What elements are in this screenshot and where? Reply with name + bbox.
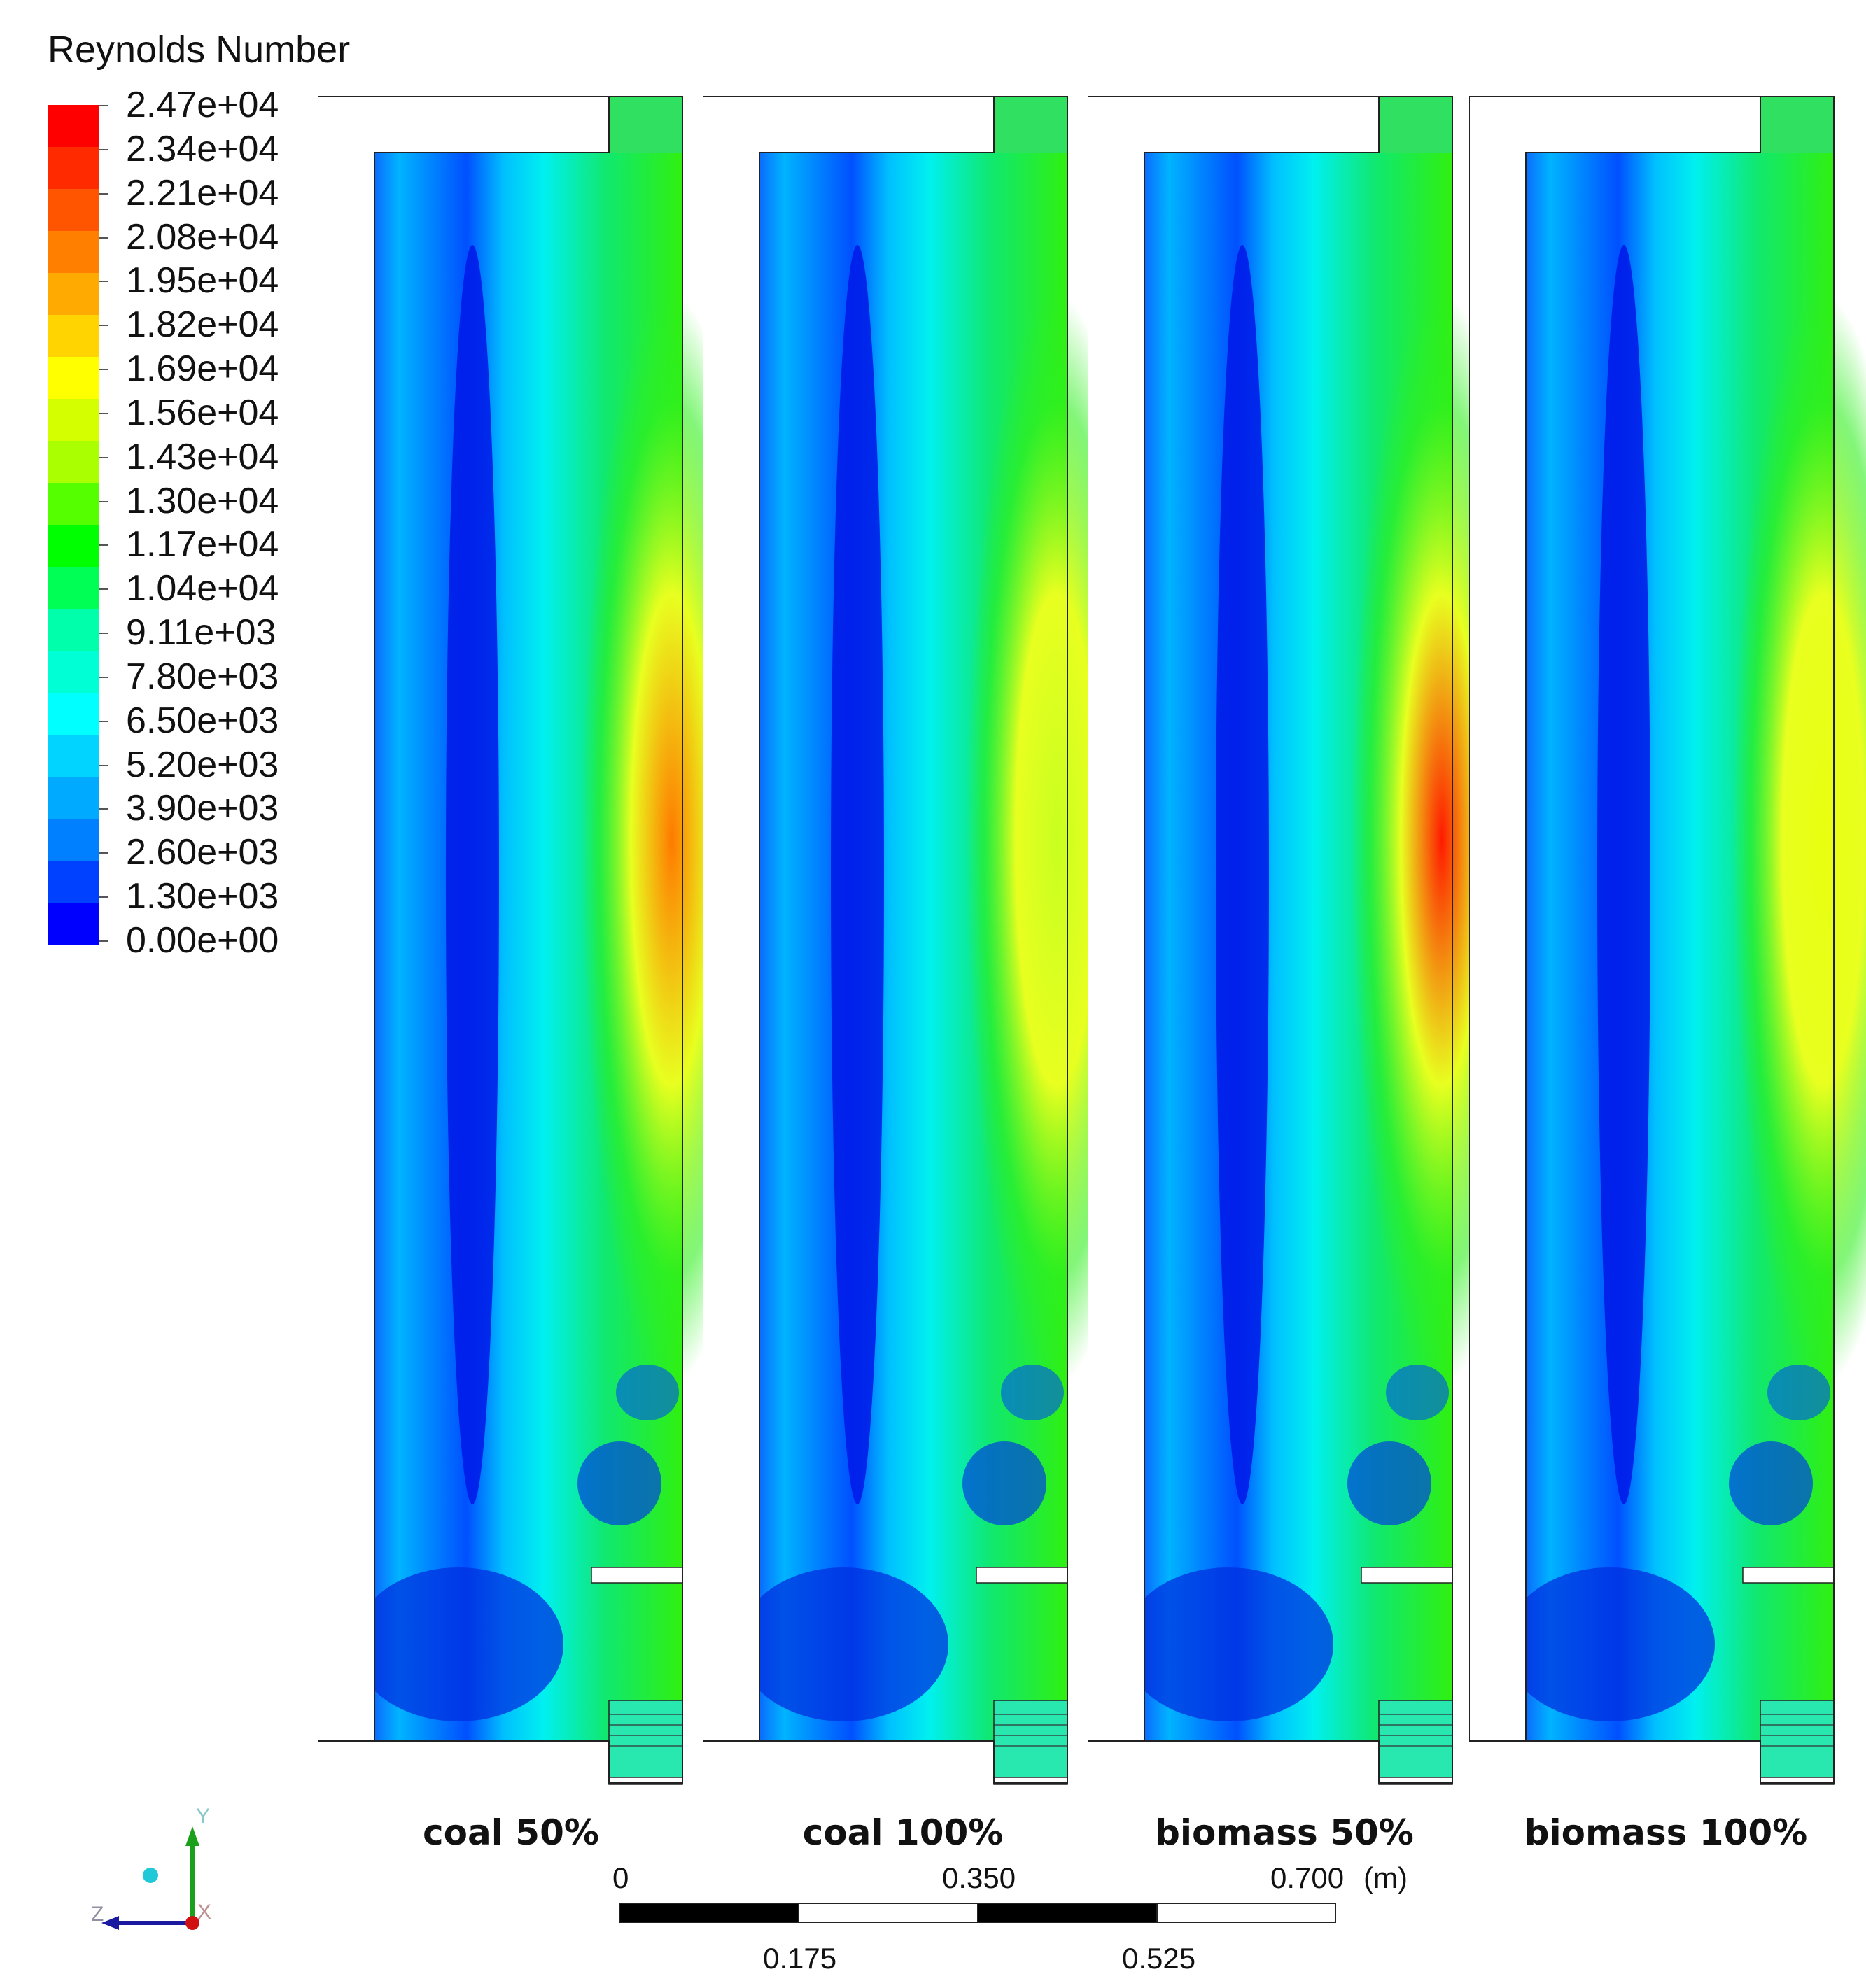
scale-segment-2 bbox=[799, 1903, 978, 1923]
legend-label: 3.90e+03 bbox=[126, 788, 279, 829]
legend-tick bbox=[99, 588, 108, 591]
legend-label: 2.60e+03 bbox=[126, 832, 279, 873]
legend-tick bbox=[99, 412, 108, 414]
legend-title: Reynolds Number bbox=[48, 29, 351, 71]
legend-tick bbox=[99, 896, 108, 898]
legend-color-band bbox=[48, 315, 99, 358]
scale-bar bbox=[619, 1903, 1336, 1924]
legend-tick bbox=[99, 456, 108, 458]
legend-tick bbox=[99, 676, 108, 678]
legend-label: 7.80e+03 bbox=[126, 656, 279, 697]
scale-unit: (m) bbox=[1363, 1861, 1408, 1894]
scale-label-0: 0 bbox=[612, 1861, 629, 1894]
legend-color-band bbox=[48, 399, 99, 442]
legend-label: 1.95e+04 bbox=[126, 260, 279, 302]
legend-label: 2.34e+04 bbox=[126, 128, 279, 169]
legend-color-band bbox=[48, 483, 99, 526]
legend-tick bbox=[99, 237, 108, 239]
legend-color-band bbox=[48, 357, 99, 400]
legend-tick bbox=[99, 369, 108, 371]
legend-tick bbox=[99, 808, 108, 810]
legend-color-band bbox=[48, 903, 99, 945]
legend-label: 6.50e+03 bbox=[126, 700, 279, 741]
scale-label-0175: 0.175 bbox=[763, 1942, 837, 1975]
legend-colorbar bbox=[48, 105, 99, 945]
legend-color-band bbox=[48, 273, 99, 316]
axis-triad-icon: Y Z X bbox=[91, 1805, 211, 1930]
scale-label-0700: 0.700 bbox=[1270, 1861, 1345, 1894]
legend-label: 1.30e+03 bbox=[126, 876, 279, 917]
legend-tick bbox=[99, 192, 108, 195]
legend-label: 0.00e+00 bbox=[126, 920, 279, 961]
legend-label: 1.43e+04 bbox=[126, 436, 279, 477]
legend-label: 1.04e+04 bbox=[126, 568, 279, 609]
legend-label: 1.69e+04 bbox=[126, 348, 279, 390]
scale-segment-3 bbox=[978, 1903, 1157, 1923]
legend-color-band bbox=[48, 189, 99, 232]
legend-color-band bbox=[48, 105, 99, 148]
contour-panel bbox=[1088, 96, 1533, 1785]
contour-panel bbox=[703, 96, 1148, 1785]
legend-color-band bbox=[48, 231, 99, 274]
legend-tick bbox=[99, 720, 108, 722]
axis-y-label: Y bbox=[196, 1805, 210, 1828]
legend-color-band bbox=[48, 525, 99, 568]
legend-color-band bbox=[48, 861, 99, 903]
case-label-coal-100: coal 100% bbox=[802, 1812, 1004, 1853]
legend-color-band bbox=[48, 147, 99, 190]
legend-tick bbox=[99, 544, 108, 547]
legend-label: 1.56e+04 bbox=[126, 392, 279, 433]
legend-label: 5.20e+03 bbox=[126, 744, 279, 785]
case-label-biomass-50: biomass 50% bbox=[1155, 1812, 1414, 1853]
legend-color-band bbox=[48, 651, 99, 693]
legend-tick bbox=[99, 105, 108, 106]
case-label-coal-50: coal 50% bbox=[423, 1812, 599, 1853]
legend-label: 2.47e+04 bbox=[126, 85, 279, 125]
axis-z-label: Z bbox=[91, 1903, 104, 1926]
scale-label-0525: 0.525 bbox=[1122, 1942, 1196, 1975]
legend-color-band bbox=[48, 735, 99, 777]
legend-color-band bbox=[48, 819, 99, 861]
legend-tick bbox=[99, 281, 108, 283]
legend-color-band bbox=[48, 777, 99, 819]
legend-tick bbox=[99, 852, 108, 854]
contour-panel bbox=[318, 96, 763, 1785]
legend-color-band bbox=[48, 441, 99, 484]
legend-label: 2.21e+04 bbox=[126, 172, 279, 213]
legend-tick bbox=[99, 940, 108, 942]
legend-label: 1.17e+04 bbox=[126, 524, 279, 565]
legend-label: 1.82e+04 bbox=[126, 304, 279, 346]
legend-tick bbox=[99, 500, 108, 502]
legend-tick bbox=[99, 148, 108, 150]
legend-label: 1.30e+04 bbox=[126, 480, 279, 521]
legend-label: 9.11e+03 bbox=[126, 612, 276, 654]
legend-tick bbox=[99, 764, 108, 766]
axis-x-label: X bbox=[197, 1901, 211, 1924]
legend-tick bbox=[99, 633, 108, 635]
legend-color-band bbox=[48, 693, 99, 735]
scale-segment-1 bbox=[619, 1903, 799, 1923]
contour-panel bbox=[1469, 96, 1866, 1785]
legend-tick bbox=[99, 325, 108, 327]
legend-color-band bbox=[48, 609, 99, 651]
scale-label-0350: 0.350 bbox=[942, 1861, 1016, 1894]
legend-color-band bbox=[48, 567, 99, 609]
case-label-biomass-100: biomass 100% bbox=[1524, 1812, 1808, 1853]
legend-label: 2.08e+04 bbox=[126, 216, 279, 258]
scale-segment-4 bbox=[1157, 1903, 1336, 1923]
